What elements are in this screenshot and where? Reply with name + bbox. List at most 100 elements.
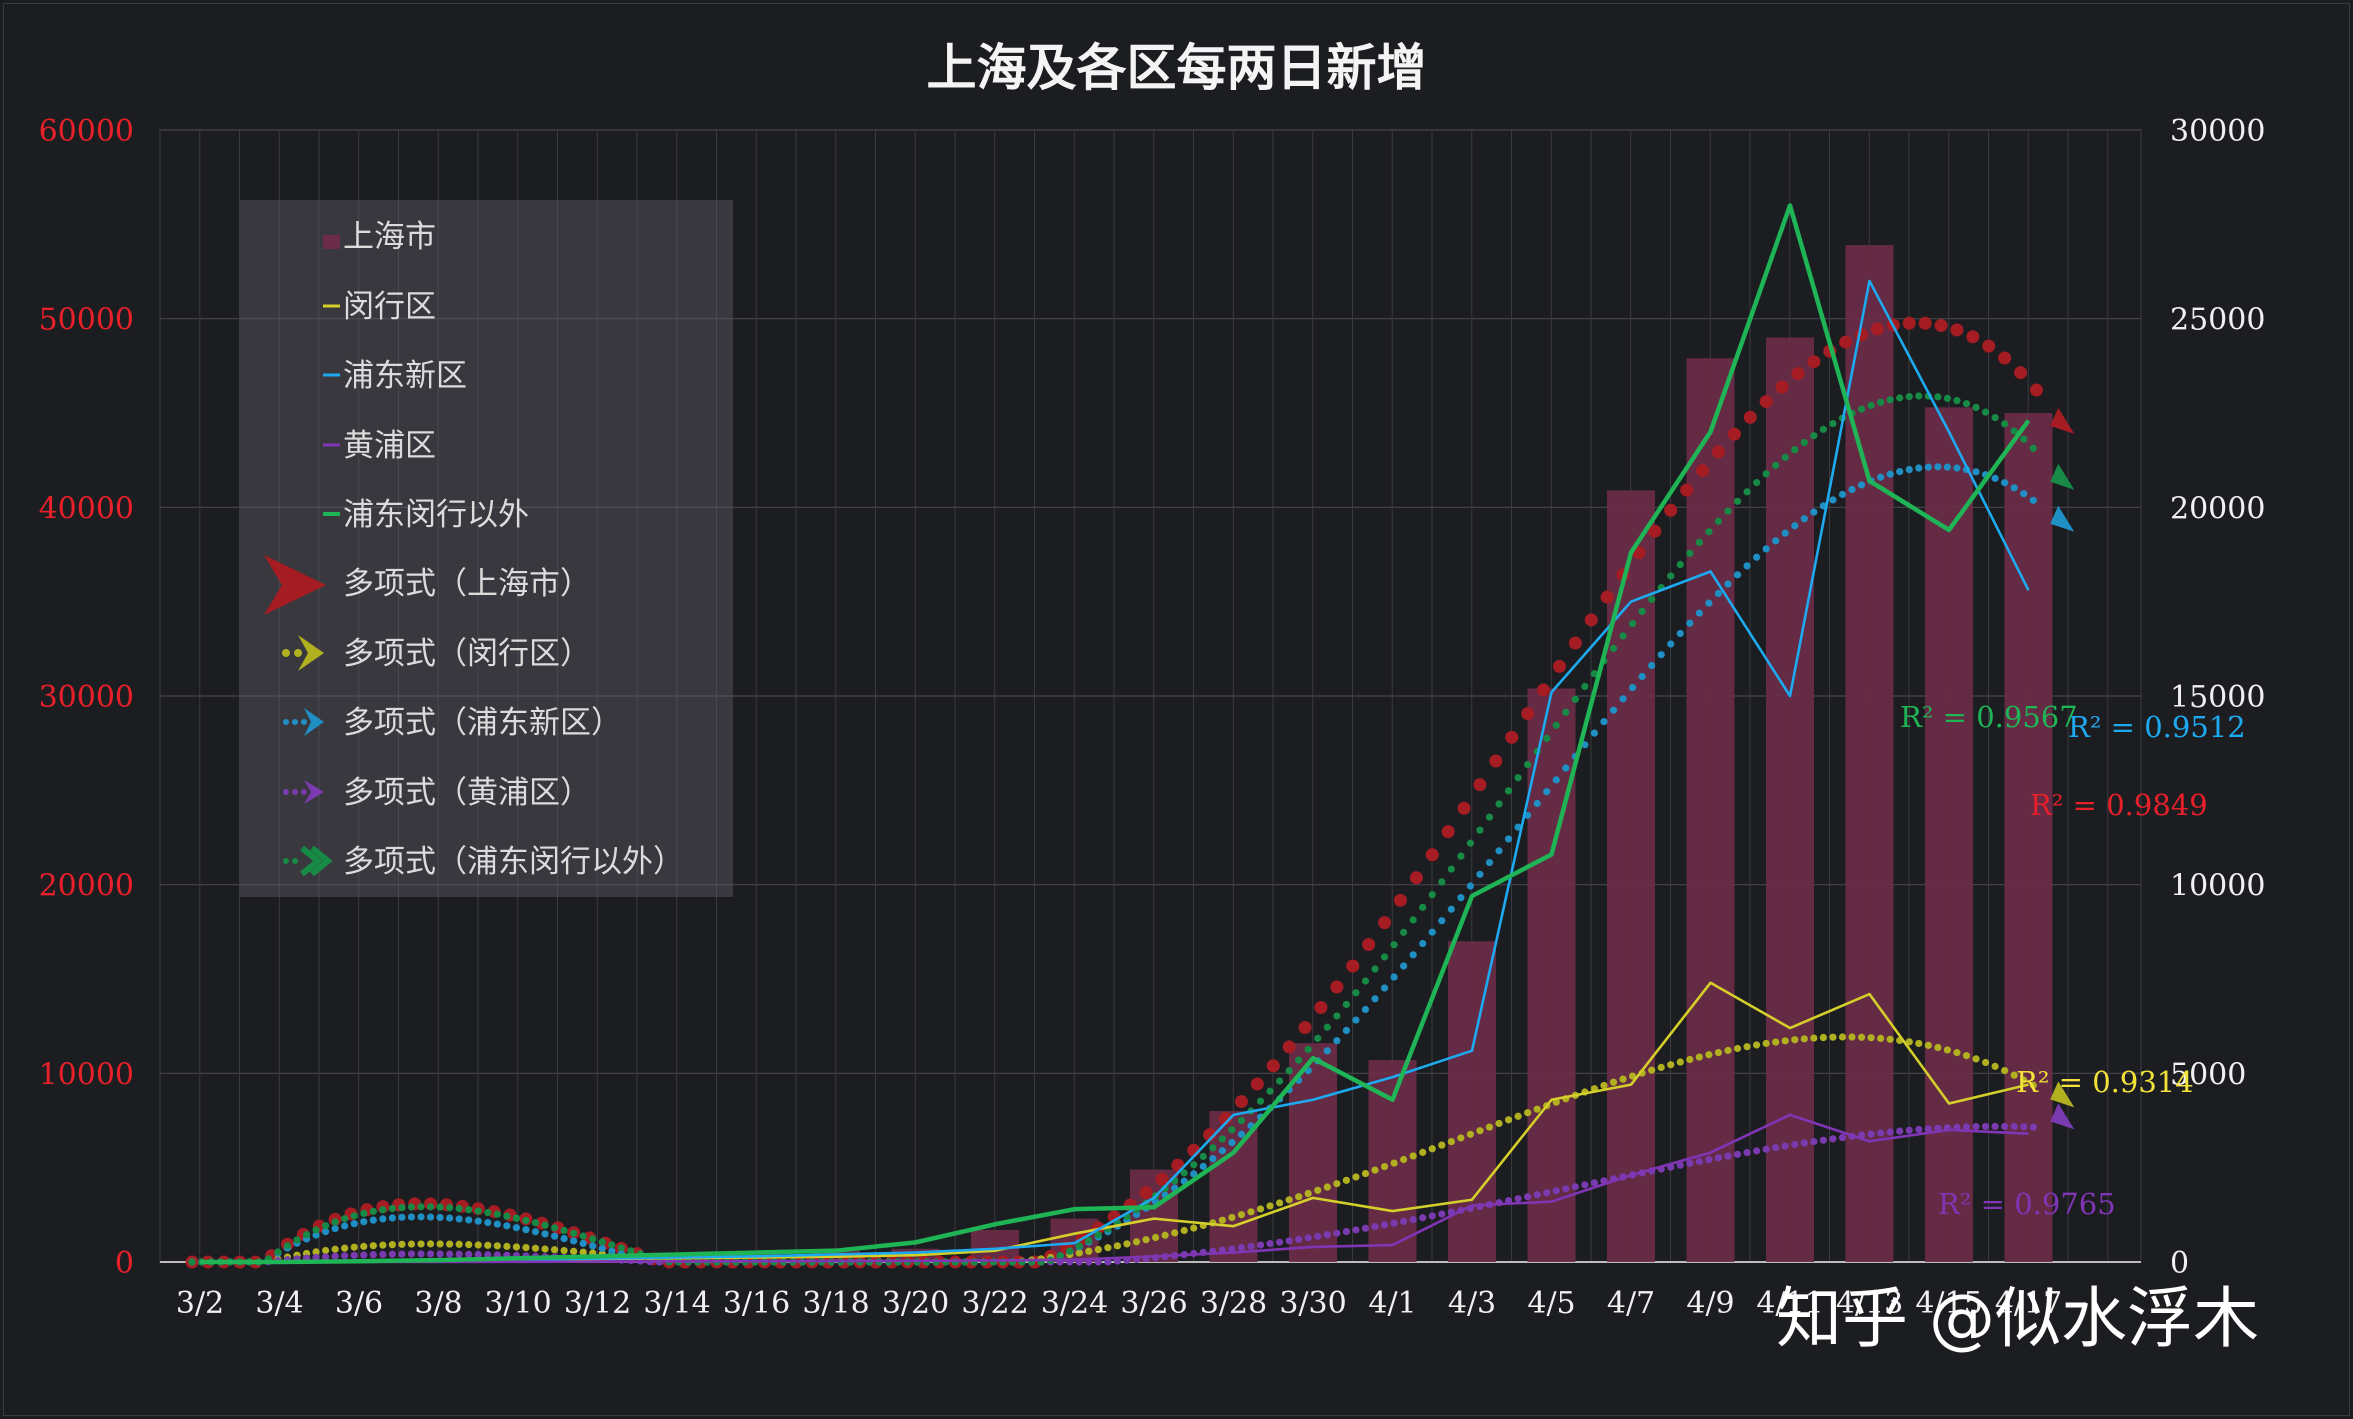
trendline-dot [1800,438,1808,447]
trendline-dot [1791,1036,1799,1044]
trendline-dot [1533,1191,1541,1199]
trendline-dot [1590,1179,1599,1187]
trendline-dot [1562,708,1570,716]
trendline-dot [1524,1109,1532,1117]
trendline-dot [1628,619,1637,628]
trendline-dot [436,1250,444,1258]
trendline-dot [541,1230,549,1238]
trendline-dot [1228,1126,1236,1134]
trendline-dot [2001,1122,2009,1131]
trendline-dot [1962,1123,1971,1131]
trendline-dot [1867,1130,1875,1138]
trendline-dot [1237,1116,1246,1125]
x-tick-label: 4/7 [1607,1286,1655,1321]
trendline-dot [1304,1045,1312,1053]
trendline-dot [1276,1238,1284,1246]
trendline-dot [446,1204,454,1212]
trendline-dot [1342,1000,1350,1009]
trendline-dot [1886,1128,1894,1136]
trendline-dot [1419,939,1427,948]
trendline-dot [322,1253,330,1261]
trendline-dot [1998,351,2012,365]
y-right-tick-label: 0 [2170,1246,2189,1281]
y-left-tick-label: 60000 [39,114,134,149]
trendline-dot [1991,1122,1999,1131]
trendline-dot [1380,1162,1389,1171]
y-left-tick-label: 40000 [39,491,134,526]
trendline-dot [1981,1122,1990,1131]
trendline-dot [417,1203,425,1211]
trendline-dot [1298,1020,1312,1034]
trendline-dot [1330,980,1344,994]
trendline-dot [1314,1034,1322,1042]
trendline-dot [1485,813,1494,821]
trendline-dot [2010,1122,2018,1131]
trendline-dot [1962,1052,1971,1060]
trendline-dot [1285,1196,1293,1204]
trendline-dot [2001,479,2009,487]
trendline-dot [1924,1041,1932,1049]
trendline-dot [322,1222,330,1230]
trendline-dot [1810,432,1818,440]
trendline-dot [426,1250,435,1258]
trendline-dot [560,1234,568,1243]
legend-label: 多项式（黄浦区） [343,775,591,811]
trendline-dot [1772,461,1780,469]
trendline-dot [1727,427,1741,441]
x-tick-label: 3/6 [335,1286,383,1321]
trendline-dot [1323,1023,1331,1031]
trendline-dot [1533,1105,1541,1113]
trendline-dot [1285,1237,1293,1245]
trendline-dot [1886,396,1894,404]
trendline-dot [1991,474,1999,482]
legend-line-swatch [323,304,340,308]
trendline-dot [1495,1119,1503,1128]
trendline-dot [1877,1129,1885,1137]
trendline-dot [1676,1161,1684,1169]
trendline-dot [484,1241,492,1249]
trendline-dot [1113,1242,1122,1250]
trendline-dot [1896,394,1904,402]
trendline-dot [474,1250,482,1259]
trendline-dot [1772,1144,1780,1152]
trendline-dot [188,1258,196,1266]
trendline-dot [1915,464,1923,472]
trendline-dot [1791,522,1799,530]
y-left-tick-label: 50000 [39,303,134,338]
trendline-dot [1218,1216,1226,1224]
trendline-dot [1247,1208,1255,1216]
trendline-dot [1982,339,1996,353]
trendline-dot [503,1212,511,1220]
trendline-dot [1781,529,1789,537]
trendline-dot [1409,1152,1417,1160]
trendline-dot [1638,672,1646,681]
trendline-dot [407,1240,416,1248]
y-right-tick-label: 20000 [2170,491,2265,526]
trendline-dot [1409,1215,1417,1224]
trendline-dot [1378,916,1392,930]
trendline-dot [1695,609,1703,617]
trendline-dot [1495,847,1503,855]
trendline-dot [1686,1055,1694,1064]
y-right-tick-label: 30000 [2170,114,2265,149]
trendline-dot [1772,1038,1780,1046]
trendline-dot [1877,398,1885,406]
trendline-dot [388,1250,396,1258]
legend-item-trend-pudong: 多项式（浦东新区） [240,691,733,751]
x-tick-label: 3/10 [484,1286,551,1321]
trendline-dot [1800,515,1808,523]
trendline-dot [1256,1205,1265,1213]
trendline-dot [1361,1005,1370,1014]
trendline-dot [1171,1229,1179,1237]
legend-item-trend-shanghai: 多项式（上海市） [240,552,733,615]
trendline-dot [1543,734,1551,742]
trendline-dot [2020,435,2028,443]
trendline-dot [1686,1159,1694,1167]
trendline-dot [1473,778,1487,792]
trendline-dot [455,1204,463,1213]
trendline-dot [1514,1112,1522,1120]
trendline-dot [426,1213,435,1221]
trendline-dot [1896,1127,1904,1135]
trendline-dot [2001,420,2009,428]
trendline-dot [360,1251,368,1259]
